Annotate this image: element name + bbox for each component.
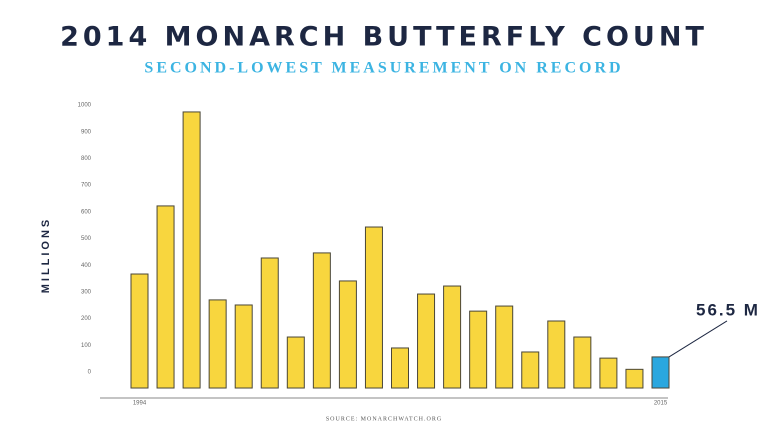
bar — [573, 336, 592, 389]
annotation: 56.5 M — [696, 300, 760, 319]
bar — [234, 304, 253, 389]
bar — [443, 285, 462, 389]
bar — [208, 299, 227, 389]
bar — [521, 351, 540, 389]
y-tick-label: 100 — [81, 343, 92, 349]
bar — [156, 205, 175, 389]
y-tick-label: 400 — [81, 263, 92, 269]
y-tick-label: 600 — [81, 209, 92, 215]
chart-title: 2014 MONARCH BUTTERFLY COUNT — [60, 22, 708, 53]
y-tick-label: 800 — [81, 156, 92, 162]
chart-subtitle: SECOND-LOWEST MEASUREMENT ON RECORD — [144, 60, 623, 77]
bar — [651, 356, 670, 389]
bar — [312, 252, 331, 389]
y-tick-label: 200 — [81, 316, 92, 322]
y-axis-label: MILLIONS — [40, 217, 52, 294]
bar — [417, 293, 436, 389]
bar — [469, 310, 488, 389]
y-tick-label: 1000 — [78, 103, 92, 109]
bar — [260, 257, 279, 389]
y-tick-label: 700 — [81, 183, 92, 189]
source: SOURCE: MONARCHWATCH.ORG — [326, 416, 442, 422]
y-tick-label: 500 — [81, 236, 92, 242]
bar — [364, 226, 383, 389]
y-tick-label: 900 — [81, 129, 92, 135]
bar — [391, 347, 409, 389]
x-tick-label: 1994 — [133, 401, 147, 407]
bar — [547, 320, 566, 389]
bar — [182, 111, 201, 389]
x-tick-label: 2015 — [654, 401, 668, 407]
y-tick-label: 0 — [88, 370, 92, 376]
bar — [625, 368, 644, 389]
y-tick-label: 300 — [81, 289, 92, 295]
bar — [286, 336, 305, 389]
bar — [495, 305, 514, 389]
bar — [130, 273, 149, 389]
bar — [338, 280, 357, 389]
bar — [599, 357, 618, 389]
annotation-line — [668, 320, 728, 358]
